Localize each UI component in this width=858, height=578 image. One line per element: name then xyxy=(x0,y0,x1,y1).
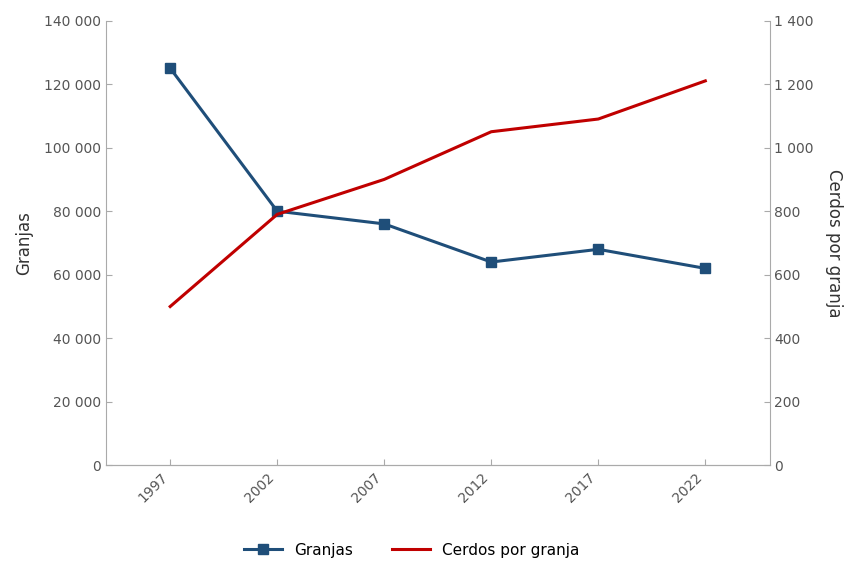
Granjas xyxy=(486,258,497,265)
Legend: Granjas, Cerdos por granja: Granjas, Cerdos por granja xyxy=(238,538,586,565)
Cerdos por granja xyxy=(700,77,710,84)
Granjas xyxy=(593,246,603,253)
Cerdos por granja xyxy=(165,303,175,310)
Granjas xyxy=(272,208,282,214)
Cerdos por granja xyxy=(272,211,282,218)
Y-axis label: Cerdos por granja: Cerdos por granja xyxy=(825,169,843,317)
Y-axis label: Granjas: Granjas xyxy=(15,211,33,275)
Cerdos por granja xyxy=(593,116,603,123)
Cerdos por granja xyxy=(486,128,497,135)
Granjas xyxy=(379,220,390,227)
Line: Granjas: Granjas xyxy=(166,64,710,273)
Granjas xyxy=(700,265,710,272)
Line: Cerdos por granja: Cerdos por granja xyxy=(170,81,705,306)
Granjas xyxy=(165,65,175,72)
Cerdos por granja xyxy=(379,176,390,183)
